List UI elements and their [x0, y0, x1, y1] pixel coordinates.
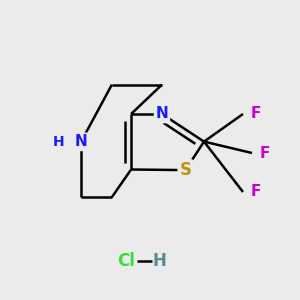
- Text: Cl: Cl: [117, 252, 135, 270]
- Text: F: F: [250, 106, 261, 122]
- Text: S: S: [179, 161, 191, 179]
- Text: H: H: [53, 135, 64, 149]
- Text: N: N: [156, 106, 168, 122]
- Text: H: H: [152, 252, 166, 270]
- Text: N: N: [75, 134, 87, 149]
- Text: F: F: [260, 146, 270, 160]
- Text: F: F: [250, 184, 261, 200]
